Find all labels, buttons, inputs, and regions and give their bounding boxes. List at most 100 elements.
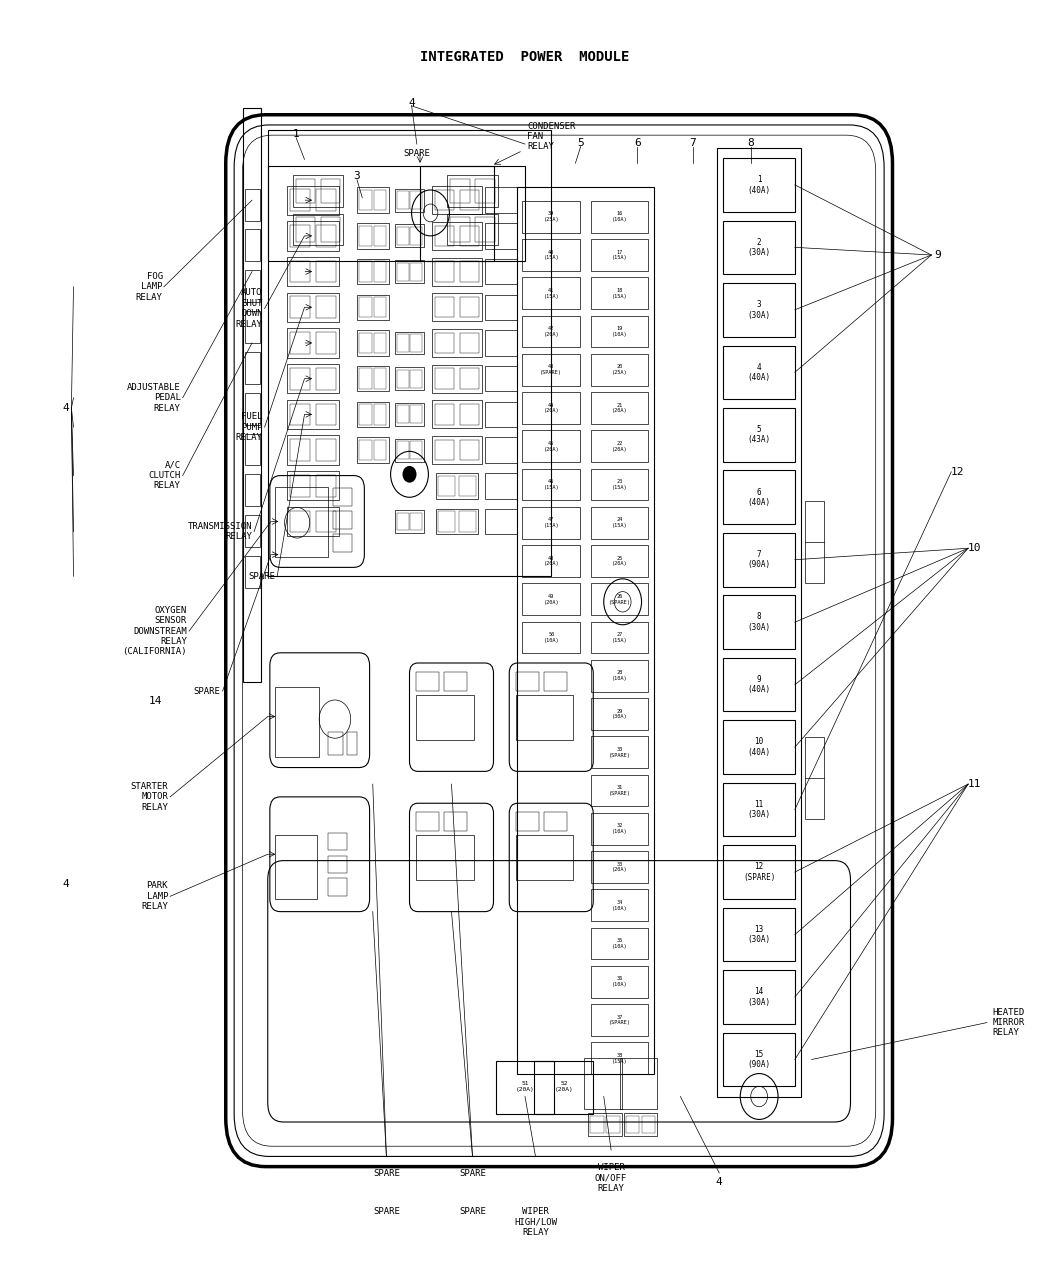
Text: 3
(30A): 3 (30A) [748, 300, 771, 320]
Text: 42
(20A): 42 (20A) [544, 326, 559, 337]
Text: 30
(SPARE): 30 (SPARE) [609, 747, 630, 757]
Text: A/C
CLUTCH
RELAY: A/C CLUTCH RELAY [148, 460, 181, 491]
Bar [395, 510, 424, 533]
Bar [287, 292, 339, 321]
Bar [357, 330, 388, 356]
Text: 18
(15A): 18 (15A) [612, 288, 627, 298]
Text: 4: 4 [63, 878, 69, 889]
Bar [432, 186, 482, 214]
Text: 47
(15A): 47 (15A) [544, 518, 559, 528]
Text: 1
(40A): 1 (40A) [748, 175, 771, 195]
Text: HEATED
MIRROR
RELAY: HEATED MIRROR RELAY [992, 1007, 1025, 1038]
Text: 31
(SPARE): 31 (SPARE) [609, 785, 630, 796]
Bar [321, 179, 340, 203]
Bar [316, 439, 336, 460]
Bar [723, 408, 795, 462]
Bar [485, 473, 517, 499]
Bar [411, 263, 422, 280]
Bar [435, 368, 454, 389]
Bar [397, 334, 408, 352]
Bar [411, 441, 422, 459]
Bar [245, 434, 260, 465]
Bar [328, 878, 347, 896]
Text: 6: 6 [634, 138, 640, 148]
Bar [397, 263, 408, 280]
Bar [359, 261, 372, 282]
Bar [620, 1058, 657, 1109]
Bar [476, 217, 495, 242]
Text: ADJUSTABLE
PEDAL
RELAY: ADJUSTABLE PEDAL RELAY [127, 382, 181, 413]
Bar [460, 440, 479, 460]
Text: 17
(15A): 17 (15A) [612, 250, 627, 260]
Text: 8
(30A): 8 (30A) [748, 612, 771, 632]
Bar [476, 179, 495, 203]
Bar [397, 191, 408, 209]
Text: 14
(30A): 14 (30A) [748, 987, 771, 1007]
Bar [346, 732, 357, 755]
Bar [624, 1113, 657, 1136]
Text: 6
(40A): 6 (40A) [748, 487, 771, 507]
Bar [359, 440, 372, 460]
Bar [290, 403, 310, 425]
Text: PARK
LAMP
RELAY: PARK LAMP RELAY [141, 881, 168, 912]
Bar [590, 201, 649, 232]
Text: 34
(10A): 34 (10A) [612, 900, 627, 910]
Text: 25
(20A): 25 (20A) [612, 556, 627, 566]
Circle shape [403, 467, 416, 482]
Text: 43
(SPARE): 43 (SPARE) [541, 365, 562, 375]
Bar [590, 430, 649, 462]
Bar [805, 501, 824, 583]
Bar [287, 221, 339, 250]
Text: 4
(40A): 4 (40A) [748, 362, 771, 382]
Bar [293, 213, 343, 245]
Text: 9
(40A): 9 (40A) [748, 674, 771, 695]
Bar [723, 346, 795, 399]
Bar [438, 511, 455, 532]
Bar [420, 166, 525, 261]
Bar [523, 430, 580, 462]
Bar [435, 190, 454, 210]
Bar [516, 835, 573, 880]
Bar [642, 1116, 655, 1133]
Text: WIPER
HIGH/LOW
RELAY: WIPER HIGH/LOW RELAY [514, 1207, 556, 1237]
Bar [290, 226, 310, 247]
Bar [411, 370, 422, 388]
Text: 16
(10A): 16 (10A) [612, 212, 627, 222]
Bar [590, 852, 649, 882]
Bar [245, 230, 260, 261]
Text: 23
(15A): 23 (15A) [612, 479, 627, 490]
Bar [397, 227, 408, 245]
Bar [723, 845, 795, 899]
Bar [435, 333, 454, 353]
Bar [723, 595, 795, 649]
Bar [723, 658, 795, 711]
Text: 49
(20A): 49 (20A) [544, 594, 559, 604]
Bar [416, 812, 439, 831]
Bar [590, 1005, 649, 1035]
Bar [290, 510, 310, 533]
Bar [523, 622, 580, 653]
Bar [723, 283, 795, 337]
Bar [395, 367, 424, 390]
Text: 33
(20A): 33 (20A) [612, 862, 627, 872]
Bar [395, 439, 424, 462]
Bar [287, 435, 339, 465]
Bar [588, 1113, 622, 1136]
Bar [584, 1058, 622, 1109]
Bar [459, 476, 476, 496]
Bar [290, 260, 310, 282]
Text: OXYGEN
SENSOR
DOWNSTREAM
RELAY
(CALIFORNIA): OXYGEN SENSOR DOWNSTREAM RELAY (CALIFORN… [123, 606, 187, 657]
Bar [416, 695, 474, 739]
Bar [416, 835, 474, 880]
Bar [275, 487, 328, 557]
Bar [357, 223, 388, 249]
Bar [411, 513, 422, 530]
Text: 32
(10A): 32 (10A) [612, 824, 627, 834]
Bar [723, 970, 795, 1024]
Bar [397, 441, 408, 459]
Bar [485, 295, 517, 320]
Bar [287, 328, 339, 357]
Bar [590, 354, 649, 385]
Bar [435, 226, 454, 246]
Bar [316, 367, 336, 390]
